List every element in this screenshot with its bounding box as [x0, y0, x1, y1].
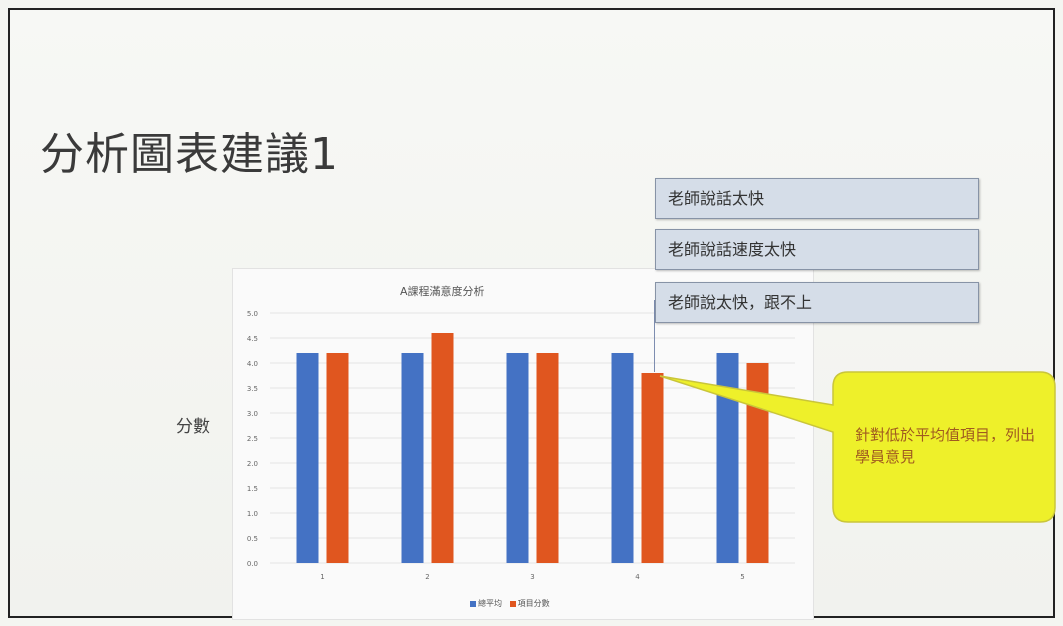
- chart-legend: 總平均 項目分數: [470, 598, 550, 609]
- comment-box-3: 老師說太快，跟不上: [655, 282, 979, 323]
- legend-label-series2: 項目分數: [517, 599, 550, 608]
- x-tick-label: 3: [530, 573, 534, 581]
- bar-series1: [401, 353, 424, 563]
- bar-series2: [746, 363, 769, 563]
- callout-text: 針對低於平均值項目，列出學員意見: [855, 426, 1036, 466]
- y-tick-label: 3.0: [247, 410, 258, 418]
- bar-series1: [611, 353, 634, 563]
- bar-series1: [506, 353, 529, 563]
- x-tick-label: 4: [635, 573, 640, 581]
- legend-label-series1: 總平均: [478, 599, 502, 608]
- slide-title: 分析圖表建議1: [40, 129, 339, 180]
- x-tick-label: 5: [740, 573, 744, 581]
- bar-series1: [296, 353, 319, 563]
- y-tick-label: 3.5: [247, 385, 258, 393]
- y-tick-label: 2.0: [247, 460, 258, 468]
- bar-series2: [326, 353, 349, 563]
- legend-swatch-series1: [470, 600, 476, 607]
- y-tick-label: 4.5: [247, 335, 258, 343]
- comment-box-1: 老師說話太快: [655, 178, 979, 219]
- comment-box-2: 老師說話速度太快: [655, 229, 979, 270]
- y-tick-label: 1.5: [247, 485, 258, 493]
- y-tick-label: 4.0: [247, 360, 258, 368]
- legend-swatch-series2: [509, 600, 516, 607]
- chart-title: A課程滿意度分析: [400, 285, 485, 298]
- y-tick-label: 0.5: [247, 535, 258, 543]
- comment-leader-line: [654, 300, 655, 372]
- bar-series2: [536, 353, 559, 563]
- callout-bubble: [659, 371, 1056, 523]
- bar-series2: [431, 333, 454, 563]
- y-axis-label: 分數: [176, 417, 210, 437]
- x-tick-label: 1: [320, 573, 324, 581]
- y-tick-label: 5.0: [247, 310, 258, 318]
- y-tick-label: 2.5: [247, 435, 258, 443]
- y-tick-label: 0.0: [247, 560, 258, 568]
- y-tick-label: 1.0: [247, 510, 258, 518]
- x-tick-label: 2: [425, 573, 429, 581]
- bar-series1: [716, 353, 739, 563]
- bar-series2: [641, 373, 664, 563]
